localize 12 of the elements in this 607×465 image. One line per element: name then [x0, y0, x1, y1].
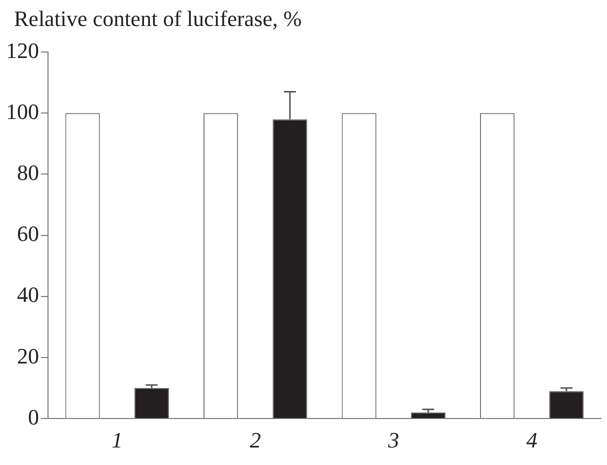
x-tick-label: 1 — [112, 428, 123, 453]
x-tick-label: 3 — [387, 428, 400, 453]
y-tick-label: 80 — [17, 160, 39, 185]
y-tick-label: 100 — [6, 98, 39, 124]
x-tick-label: 2 — [250, 428, 261, 453]
y-axis-title: Relative content of luciferase, % — [14, 6, 302, 32]
y-tick-label: 120 — [6, 38, 39, 63]
y-tick-label: 20 — [17, 343, 39, 368]
x-tick-label: 4 — [526, 428, 538, 453]
y-tick-label: 40 — [17, 282, 39, 308]
y-tick-label: 60 — [17, 221, 39, 246]
y-tick-label: 0 — [28, 404, 39, 430]
